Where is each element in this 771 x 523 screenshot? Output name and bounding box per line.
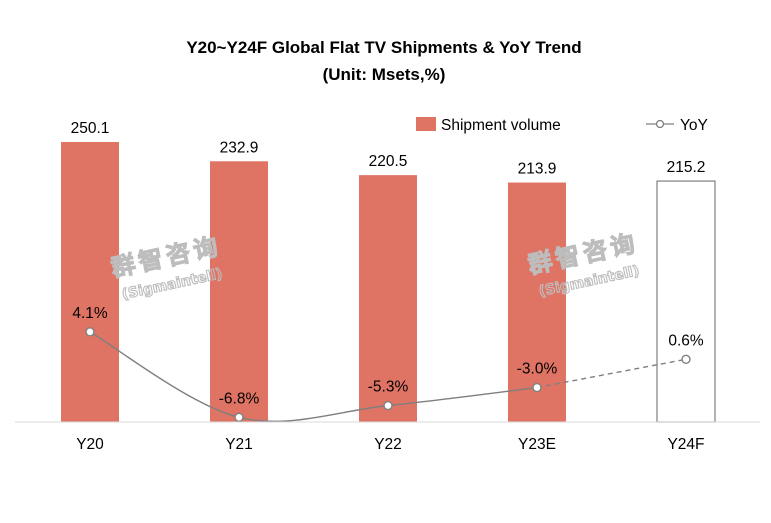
legend-bar-swatch <box>416 117 436 131</box>
legend-line-label: YoY <box>680 117 708 134</box>
x-tick-label: Y21 <box>225 436 253 453</box>
yoy-value-label: -6.8% <box>219 390 260 407</box>
yoy-value-label: -5.3% <box>368 379 409 396</box>
bar-series <box>61 142 716 423</box>
bar-y21 <box>210 161 268 423</box>
yoy-point <box>532 382 542 393</box>
yoy-point <box>681 354 691 364</box>
data-labels: 250.1 232.9 220.5 213.9 215.2 4.1% -6.8% -5.3% -… <box>71 120 706 407</box>
x-tick-label: Y20 <box>76 436 104 453</box>
yoy-series <box>85 327 691 423</box>
x-tick-label: Y24F <box>667 436 704 453</box>
legend: Shipment volume YoY <box>416 117 708 134</box>
yoy-line-forecast <box>536 358 687 389</box>
bar-y23e <box>508 182 566 422</box>
yoy-point <box>234 412 244 423</box>
yoy-value-label: -3.0% <box>517 361 558 378</box>
yoy-line <box>89 331 538 423</box>
yoy-value-label: 4.1% <box>72 305 108 322</box>
bar-y22 <box>359 175 417 422</box>
bar-y20 <box>61 142 119 422</box>
yoy-value-label: 0.6% <box>668 332 704 349</box>
bar-y24f <box>656 180 716 423</box>
bar-value-label: 215.2 <box>667 159 706 176</box>
legend-bar-label: Shipment volume <box>441 117 561 134</box>
chart-title: Y20~Y24F Global Flat TV Shipments & YoY … <box>186 38 581 57</box>
bar-value-label: 232.9 <box>220 139 259 156</box>
bar-value-label: 220.5 <box>369 153 408 170</box>
yoy-point <box>85 327 95 337</box>
bar-value-label: 250.1 <box>71 120 110 137</box>
x-tick-label: Y22 <box>374 436 402 453</box>
legend-line-marker <box>655 119 665 129</box>
yoy-point <box>383 400 393 411</box>
chart-subtitle: (Unit: Msets,%) <box>323 65 446 84</box>
bar-value-label: 213.9 <box>518 161 557 178</box>
x-axis: Y20 Y21 Y22 Y23E Y24F <box>15 421 760 453</box>
x-tick-label: Y23E <box>518 436 556 453</box>
